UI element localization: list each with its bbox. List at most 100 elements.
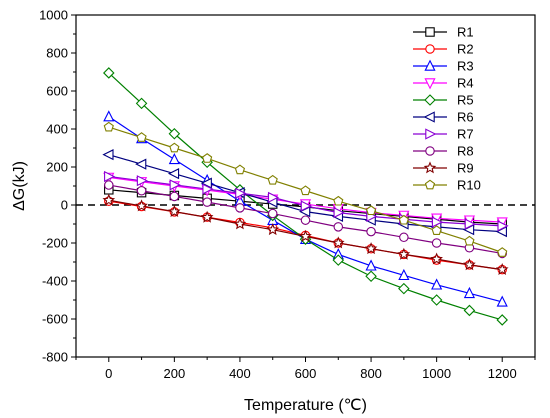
data-point-r8 <box>169 191 180 202</box>
legend-label-r6: R6 <box>457 110 474 125</box>
y-tick-label: 1000 <box>39 8 68 23</box>
x-tick-label: 0 <box>105 366 112 381</box>
data-point-r7 <box>169 179 181 191</box>
data-point-r9 <box>331 236 345 249</box>
data-point-r5 <box>398 282 410 295</box>
legend-marker-r6 <box>423 111 435 123</box>
data-point-r5 <box>430 294 443 306</box>
y-tick-label: -200 <box>42 236 68 251</box>
data-point-r7 <box>104 170 116 183</box>
data-point-r3 <box>398 268 410 281</box>
data-point-r8 <box>104 180 114 190</box>
x-tick-label: 200 <box>164 366 186 381</box>
data-point-r10 <box>267 174 278 185</box>
y-tick-label: 0 <box>61 198 68 213</box>
data-point-r5 <box>496 314 508 326</box>
x-tick-label: 400 <box>229 366 251 381</box>
data-point-r9 <box>299 229 312 242</box>
series-r8 <box>104 180 507 259</box>
data-point-r3 <box>463 286 476 299</box>
y-tick-label: -400 <box>42 274 68 289</box>
data-point-r5 <box>168 127 181 140</box>
legend-marker-r8 <box>425 146 435 156</box>
data-point-r9 <box>135 199 148 212</box>
data-point-r3 <box>496 295 508 307</box>
series-r9 <box>102 193 509 275</box>
data-point-r9 <box>430 252 443 265</box>
y-tick-label: -600 <box>42 312 68 327</box>
x-tick-label: 1000 <box>422 366 451 381</box>
data-point-r10 <box>234 164 246 175</box>
data-point-r7 <box>267 191 280 203</box>
data-point-r10 <box>398 214 409 225</box>
data-point-r6 <box>200 177 212 189</box>
legend-marker-r7 <box>425 128 437 140</box>
data-point-r5 <box>365 270 377 283</box>
legend-label-r9: R9 <box>457 161 474 176</box>
data-point-r7 <box>497 220 509 232</box>
data-point-r10 <box>202 153 213 163</box>
data-point-r8 <box>431 238 442 248</box>
y-tick-label: 400 <box>46 122 68 137</box>
data-point-r10 <box>103 121 114 132</box>
data-point-r7 <box>333 207 345 219</box>
data-point-r7 <box>136 175 148 187</box>
x-tick-label: 800 <box>360 366 382 381</box>
y-tick-label: 200 <box>46 160 68 175</box>
data-point-r10 <box>365 205 377 216</box>
data-point-r8 <box>202 197 212 207</box>
data-point-r8 <box>300 215 311 225</box>
data-point-r5 <box>135 97 148 110</box>
legend-label-r4: R4 <box>457 76 474 91</box>
data-point-r8 <box>267 208 278 219</box>
data-point-r3 <box>103 110 115 122</box>
data-point-r9 <box>200 210 214 223</box>
data-point-r9 <box>463 258 476 271</box>
data-point-r8 <box>333 222 344 232</box>
data-point-r10 <box>431 225 442 235</box>
data-point-r5 <box>463 304 476 317</box>
legend-label-r7: R7 <box>457 127 474 142</box>
data-point-r10 <box>464 235 475 246</box>
y-tick-label: 600 <box>46 84 68 99</box>
y-tick-label: -800 <box>42 350 68 365</box>
data-point-r8 <box>399 232 409 243</box>
series-line-r5 <box>108 72 503 321</box>
data-point-r5 <box>332 254 345 266</box>
y-axis-title: ΔG(kJ) <box>11 161 28 211</box>
data-point-r5 <box>103 67 115 79</box>
data-point-r10 <box>333 195 344 206</box>
data-point-r8 <box>366 226 376 237</box>
legend-marker-r9 <box>423 161 437 174</box>
data-point-r7 <box>431 216 444 228</box>
data-point-r3 <box>365 259 377 271</box>
data-point-r6 <box>167 168 180 180</box>
series-r5 <box>103 67 508 326</box>
data-point-r9 <box>364 242 378 255</box>
data-point-r7 <box>464 218 476 230</box>
legend-marker-r2 <box>425 44 435 54</box>
data-point-r6 <box>102 149 114 161</box>
series-r10 <box>103 121 508 257</box>
data-point-r9 <box>233 217 247 230</box>
data-point-r9 <box>102 193 116 206</box>
x-tick-label: 1200 <box>488 366 517 381</box>
legend-label-r2: R2 <box>457 42 474 57</box>
data-point-r10 <box>300 185 311 196</box>
data-point-r9 <box>495 262 509 275</box>
legend-marker-r4 <box>424 78 436 90</box>
data-point-r7 <box>235 187 247 199</box>
data-point-r8 <box>235 203 245 213</box>
legend-label-r5: R5 <box>457 93 474 108</box>
data-point-r10 <box>136 132 147 142</box>
data-point-r6 <box>135 158 147 170</box>
legend-label-r3: R3 <box>457 59 474 74</box>
legend-marker-r1 <box>425 27 435 37</box>
data-point-r10 <box>169 142 180 153</box>
data-point-r7 <box>300 200 312 212</box>
y-tick-label: 800 <box>46 46 68 61</box>
data-point-r3 <box>431 278 443 290</box>
data-point-r9 <box>266 223 280 236</box>
data-point-r3 <box>168 152 180 165</box>
